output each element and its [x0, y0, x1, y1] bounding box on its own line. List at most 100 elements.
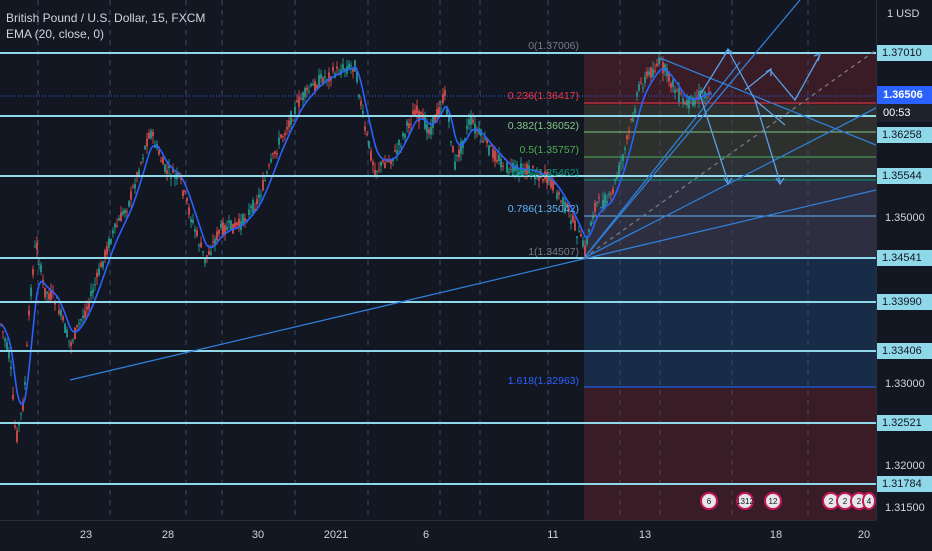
candle-body — [404, 134, 406, 138]
candle-body — [304, 88, 306, 98]
candle-body — [502, 165, 504, 167]
candle-body — [134, 184, 136, 189]
candle-body — [214, 238, 216, 246]
candle-body — [126, 211, 128, 213]
candle-body — [344, 68, 346, 72]
candle-body — [238, 218, 240, 227]
candle-body — [320, 74, 322, 79]
candle-body — [650, 67, 652, 78]
candle-body — [132, 186, 134, 188]
fib-label-1: 1(1.34507) — [528, 246, 579, 258]
candle-body — [464, 138, 466, 141]
news-flag-icon[interactable]: 6 — [700, 492, 718, 510]
candle-body — [598, 196, 600, 198]
candle-body — [410, 123, 412, 125]
candle-body — [38, 263, 40, 265]
trendlines[interactable] — [69, 0, 877, 381]
candle-body — [36, 243, 38, 250]
candle-body — [184, 190, 186, 192]
symbol-title[interactable]: British Pound / U.S. Dollar, 15, FXCM — [6, 11, 206, 25]
candle-body — [592, 216, 594, 219]
candle-body — [74, 327, 76, 340]
candle-body — [596, 202, 598, 204]
candle-body — [692, 97, 694, 107]
candle-body — [168, 165, 170, 169]
candle-body — [656, 63, 658, 66]
candle-body — [538, 175, 540, 181]
candle-body — [58, 310, 60, 315]
candle-body — [112, 230, 114, 234]
price-axis[interactable]: 1 USD 1.35000 1.33000 1.32000 1.31500 1.… — [876, 0, 932, 520]
candle-body — [350, 65, 352, 67]
currency-label[interactable]: 1 USD — [887, 8, 920, 20]
candle-body — [192, 219, 194, 223]
candle-body — [140, 162, 142, 164]
news-flag-icon[interactable]: 1312 — [736, 492, 754, 510]
indicator-title[interactable]: EMA (20, close, 0) — [6, 27, 105, 41]
candle-body — [506, 161, 508, 173]
candle-body — [12, 394, 14, 400]
candle-body — [362, 110, 364, 114]
candle-body — [612, 188, 614, 194]
fib-label-05: 0.5(1.35757) — [519, 144, 579, 156]
candle-body — [586, 238, 588, 245]
candle-body — [468, 119, 470, 125]
candle-body — [606, 201, 608, 204]
candle-body — [440, 107, 442, 109]
news-flag-icon[interactable]: 12 — [764, 492, 782, 510]
candle-body — [488, 145, 490, 156]
bar-countdown: 00:53 — [877, 104, 932, 122]
time-axis[interactable]: 23 28 30 2021 6 11 13 18 20 — [0, 520, 876, 551]
candle-body — [218, 229, 220, 234]
candle-body — [578, 231, 580, 233]
horizontal-levels[interactable] — [0, 52, 876, 485]
candle-body — [322, 77, 324, 85]
candle-body — [282, 135, 284, 137]
candle-body — [452, 146, 454, 153]
candle-body — [416, 105, 418, 114]
candle-body — [444, 90, 446, 97]
candle-body — [20, 412, 22, 414]
candle-body — [376, 170, 378, 172]
candle-body — [686, 99, 688, 106]
fib-label-0618: 0.618(1.35462) — [508, 167, 579, 179]
candle-body — [170, 177, 172, 179]
candle-body — [196, 230, 198, 236]
candle-body — [316, 85, 318, 89]
candle-body — [494, 150, 496, 162]
candle-body — [568, 208, 570, 211]
candle-body — [204, 257, 206, 264]
candle-body — [470, 116, 472, 125]
projection-arrows — [699, 47, 821, 186]
candle-body — [498, 155, 500, 162]
candle-body — [226, 226, 228, 231]
candle-body — [110, 238, 112, 244]
candle-body — [92, 289, 94, 294]
candle-body — [220, 224, 222, 229]
candle-body — [68, 340, 70, 342]
candle-body — [256, 199, 258, 205]
candle-body — [396, 150, 398, 154]
candle-body — [78, 323, 80, 325]
candle-body — [660, 58, 662, 60]
candle-body — [500, 158, 502, 168]
candle-body — [562, 196, 564, 206]
candle-body — [384, 162, 386, 169]
candle-body — [614, 179, 616, 181]
candle-body — [62, 316, 64, 321]
date-label: 2021 — [323, 529, 349, 541]
candle-body — [96, 272, 98, 278]
candle-body — [624, 148, 626, 150]
candle-body — [84, 310, 86, 318]
price-chart[interactable]: 0(1.37006) 0.236(1.36417) 0.382(1.36052)… — [0, 0, 877, 520]
price-tick: 1.35000 — [885, 212, 925, 224]
candle-body — [18, 422, 20, 426]
chart-area[interactable]: 0(1.37006) 0.236(1.36417) 0.382(1.36052)… — [0, 0, 877, 520]
candle-body — [66, 329, 68, 338]
news-flag-icon[interactable]: 4 — [862, 492, 876, 510]
candle-body — [518, 171, 520, 177]
candle-body — [8, 351, 10, 359]
candle-body — [706, 97, 708, 99]
fib-label-0786: 0.786(1.35042) — [508, 203, 579, 215]
candle-body — [80, 319, 82, 321]
